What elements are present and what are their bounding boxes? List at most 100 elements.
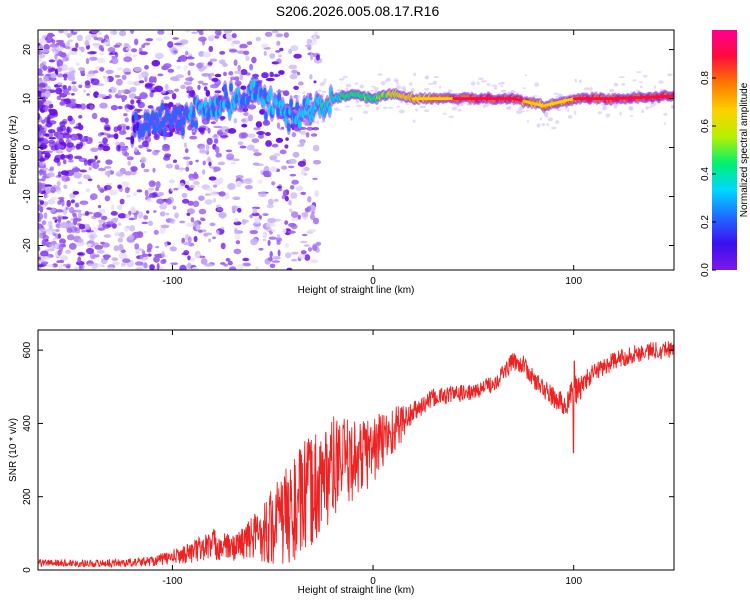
spectrogram-noise-blob xyxy=(146,248,152,253)
spectrogram-noise-blob xyxy=(314,190,319,197)
spectrogram-noise-blob xyxy=(278,70,285,75)
spectrogram-noise-blob xyxy=(209,84,219,89)
spectrogram-noise-blob xyxy=(117,184,122,190)
spectrogram-noise-blob xyxy=(97,204,102,209)
spectrogram-noise-blob xyxy=(42,106,52,111)
spectrogram-noise-blob xyxy=(239,43,248,49)
spectrogram-faint-point xyxy=(339,109,342,111)
spectrogram-noise-blob xyxy=(181,192,188,199)
spectrogram-noise-blob xyxy=(184,50,189,56)
spectrogram-noise-blob xyxy=(88,167,92,171)
spectrogram-noise-blob xyxy=(184,30,191,33)
spectrogram-noise-blob xyxy=(47,223,51,226)
spectrogram-noise-blob xyxy=(255,266,259,269)
spectrogram-faint-point xyxy=(345,83,352,88)
spectrogram-noise-blob xyxy=(276,58,282,64)
spectrogram-faint-point xyxy=(362,110,369,114)
spectrogram-noise-blob xyxy=(73,126,81,129)
spectrogram-noise-blob xyxy=(282,90,290,97)
spectrogram-noise-blob xyxy=(165,89,174,94)
spectrogram-noise-blob xyxy=(91,112,98,120)
spectrogram-noise-blob xyxy=(188,236,192,244)
spectrogram-faint-point xyxy=(619,111,622,116)
spectrogram-noise-blob xyxy=(85,230,94,233)
spectrogram-noise-blob xyxy=(78,84,83,89)
spectrogram-noise-blob xyxy=(264,132,271,136)
spectrogram-noise-blob xyxy=(65,206,69,211)
spectrogram-noise-blob xyxy=(96,160,101,164)
spectrogram-noise-blob xyxy=(70,45,77,48)
spectrogram-noise-blob xyxy=(271,143,279,148)
spectrogram-noise-blob xyxy=(127,80,134,86)
spectrogram-noise-blob xyxy=(185,77,194,82)
spectrogram-noise-blob xyxy=(288,222,297,228)
spectrogram-noise-blob xyxy=(227,183,236,190)
spectrogram-faint-point xyxy=(302,122,306,125)
spectrogram-noise-blob xyxy=(85,188,91,193)
spectrogram-noise-blob xyxy=(230,161,237,165)
spectrogram-noise-blob xyxy=(62,263,71,267)
spectrogram-faint-point xyxy=(618,76,625,78)
spectrogram-noise-blob xyxy=(42,234,49,241)
spectrogram-faint-point xyxy=(667,73,673,77)
spectrogram-noise-blob xyxy=(271,30,279,34)
spectrogram-noise-blob xyxy=(196,62,203,69)
spectrogram-noise-blob xyxy=(144,82,154,89)
spectrogram-noise-blob xyxy=(272,256,281,260)
spectrogram-noise-blob xyxy=(75,143,81,150)
spectrogram-noise-blob xyxy=(140,71,149,79)
spectrogram-noise-blob xyxy=(273,218,282,222)
spectrogram-noise-blob xyxy=(55,39,65,43)
spectrogram-noise-blob xyxy=(186,160,190,167)
spectrogram-noise-blob xyxy=(118,141,126,148)
spectrogram-noise-blob xyxy=(71,87,78,92)
spectrogram-faint-point xyxy=(522,87,526,89)
spectrogram-noise-blob xyxy=(198,36,207,42)
spectrogram-faint-point xyxy=(442,112,447,115)
spectrogram-noise-blob xyxy=(128,217,135,221)
spectrogram-noise-blob xyxy=(160,224,170,229)
spectrogram-noise-blob xyxy=(197,80,204,85)
spectrogram-noise-blob xyxy=(41,49,50,53)
spectrogram-noise-blob xyxy=(149,192,158,198)
spectrogram-noise-blob xyxy=(207,127,211,134)
spectrogram-noise-blob xyxy=(288,48,292,55)
spectrogram-faint-point xyxy=(356,104,362,108)
spectrogram-noise-blob xyxy=(148,76,156,83)
spectrogram-noise-blob xyxy=(253,222,262,227)
spectrogram-noise-blob xyxy=(271,223,277,227)
spectrogram-faint-point xyxy=(433,76,440,78)
spectrogram-noise-blob xyxy=(216,204,221,208)
spectrogram-noise-blob xyxy=(49,108,58,116)
snr-series-line xyxy=(38,341,674,569)
spectrogram-noise-blob xyxy=(84,80,91,86)
spectrogram-noise-blob xyxy=(90,193,98,201)
spectrogram-noise-blob xyxy=(89,104,94,111)
spectrogram-noise-blob xyxy=(208,176,217,181)
spectrogram-noise-blob xyxy=(69,193,75,199)
spectrogram-noise-blob xyxy=(209,72,215,77)
spectrogram-faint-point xyxy=(491,84,498,87)
spectrogram-noise-blob xyxy=(124,71,131,75)
spectrogram-noise-blob xyxy=(276,185,282,189)
spectrogram-faint-point xyxy=(432,80,438,85)
spectrogram-noise-blob xyxy=(186,90,191,94)
spectrogram-noise-blob xyxy=(79,169,88,173)
spectrogram-noise-blob xyxy=(156,263,160,270)
spectrogram-noise-blob xyxy=(142,140,149,148)
spectrogram-ytick-label: -10 xyxy=(22,189,33,204)
spectrogram-noise-blob xyxy=(276,40,281,46)
spectrogram-noise-blob xyxy=(134,38,139,46)
spectrogram-noise-blob xyxy=(38,150,42,153)
spectrogram-faint-point xyxy=(439,85,442,89)
spectrogram-noise-blob xyxy=(38,212,44,220)
colorbar-tick-label: 0.6 xyxy=(700,119,711,133)
spectrogram-noise-blob xyxy=(124,186,130,194)
spectrogram-noise-blob xyxy=(103,256,110,261)
spectrogram-noise-blob xyxy=(205,232,212,236)
spectrogram-noise-blob xyxy=(275,137,284,143)
spectrogram-noise-blob xyxy=(71,47,78,52)
spectrogram-noise-blob xyxy=(214,90,222,94)
spectrogram-noise-blob xyxy=(242,262,251,267)
spectrogram-noise-blob xyxy=(136,189,143,193)
